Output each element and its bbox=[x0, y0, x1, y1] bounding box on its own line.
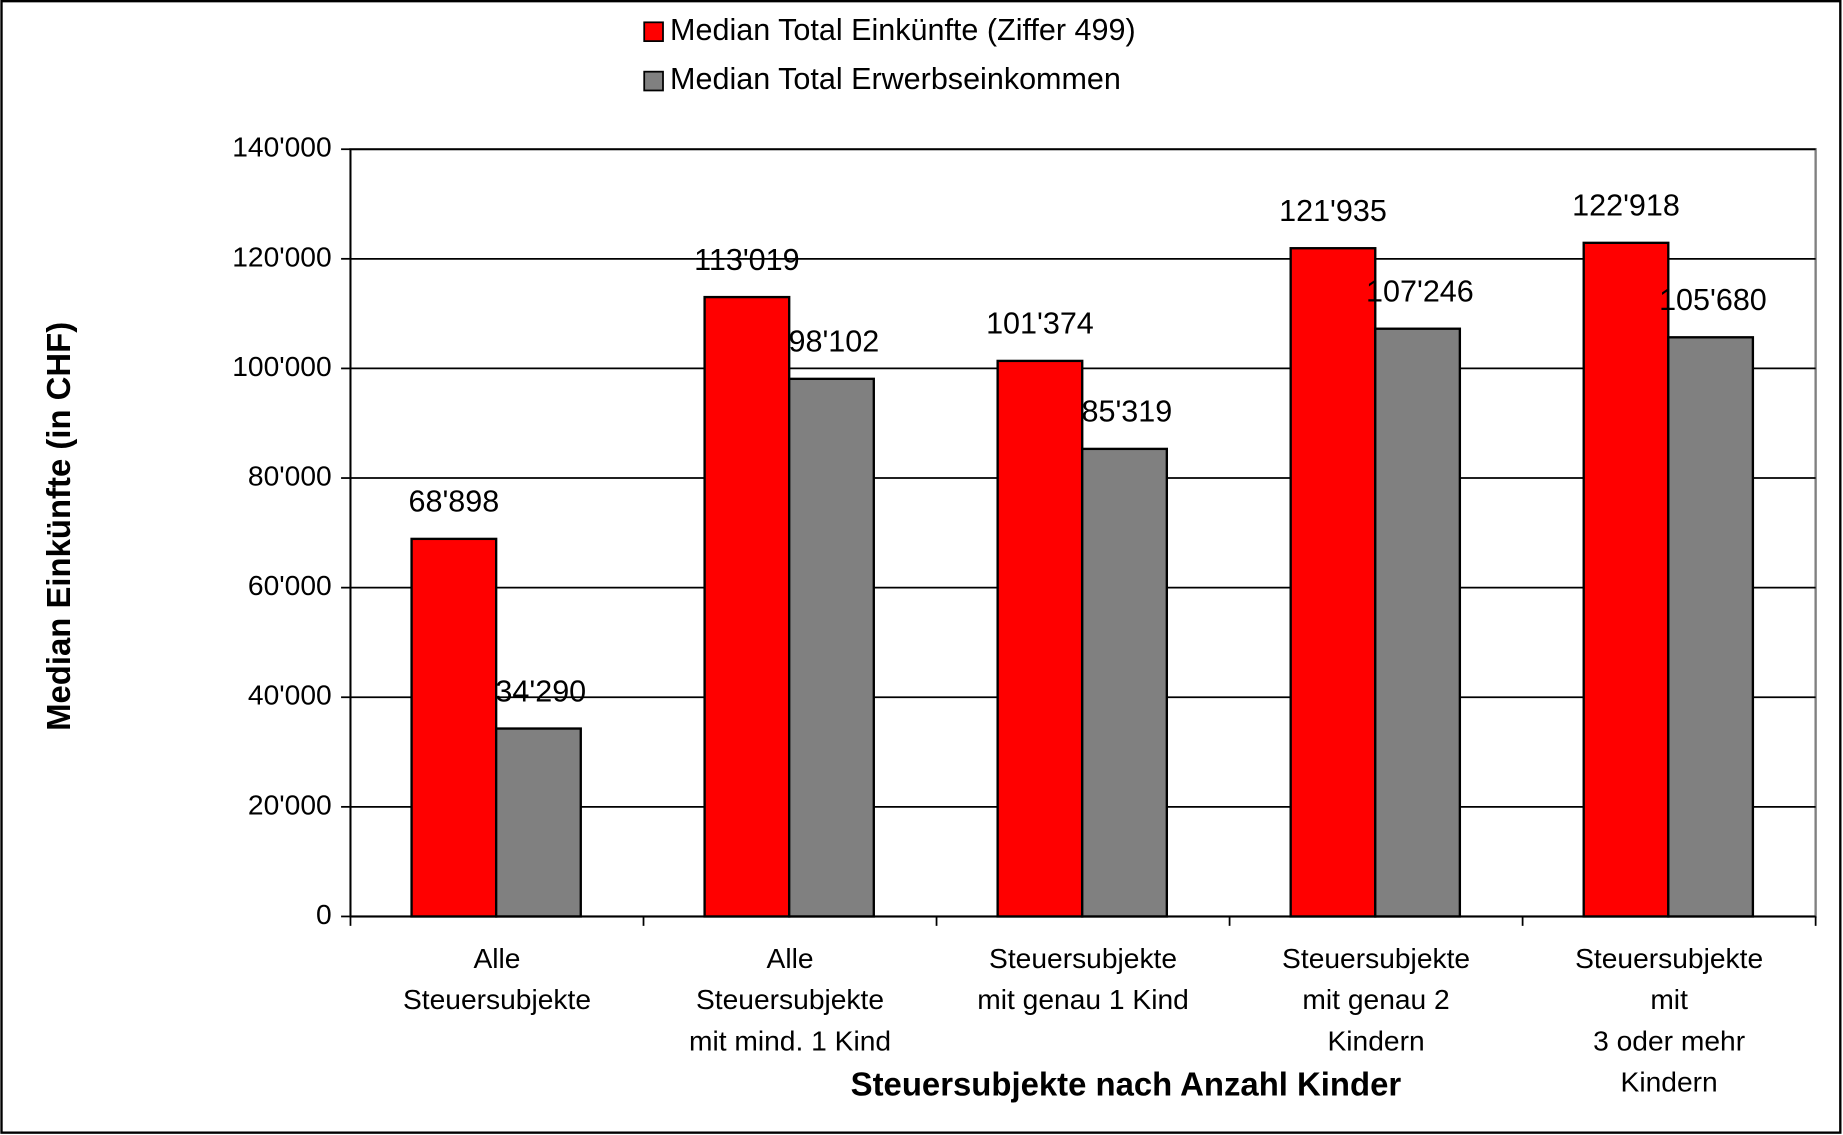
y-tick-label: 120'000 bbox=[232, 240, 331, 272]
bar bbox=[1289, 247, 1377, 918]
y-tick-label: 100'000 bbox=[232, 350, 331, 382]
x-tick-label: Steuersubjekte mit 3 oder mehr Kindern bbox=[1575, 943, 1763, 1098]
y-tick-label: 20'000 bbox=[248, 788, 332, 820]
bar bbox=[703, 295, 791, 918]
x-axis-title: Steuersubjekte nach Anzahl Kinder bbox=[851, 1066, 1402, 1103]
data-label: 68'898 bbox=[409, 485, 500, 519]
bar bbox=[1582, 241, 1670, 918]
legend-label: Median Total Einkünfte (Ziffer 499) bbox=[670, 13, 1136, 47]
data-label: 105'680 bbox=[1659, 283, 1767, 317]
legend-label: Median Total Erwerbseinkommen bbox=[670, 62, 1121, 96]
data-label: 98'102 bbox=[788, 325, 879, 359]
y-tick-label: 60'000 bbox=[248, 569, 332, 601]
bar bbox=[1667, 336, 1755, 918]
x-tick-label: Alle Steuersubjekte mit mind. 1 Kind bbox=[689, 943, 891, 1057]
x-tick-label: Steuersubjekte mit genau 1 Kind bbox=[977, 943, 1189, 1016]
data-label: 34'290 bbox=[495, 674, 586, 708]
data-label: 107'246 bbox=[1366, 275, 1474, 309]
data-label: 121'935 bbox=[1279, 194, 1387, 228]
data-label: 101'374 bbox=[986, 307, 1094, 341]
y-tick-label: 140'000 bbox=[232, 131, 331, 163]
y-tick-label: 40'000 bbox=[248, 679, 332, 711]
data-label: 85'319 bbox=[1082, 395, 1173, 429]
bar bbox=[410, 537, 498, 918]
bar bbox=[494, 727, 582, 918]
bar bbox=[788, 377, 875, 918]
legend-swatch bbox=[643, 21, 664, 43]
x-tick-label: Steuersubjekte mit genau 2 Kindern bbox=[1282, 943, 1470, 1057]
y-tick-label: 80'000 bbox=[248, 459, 332, 491]
legend-swatch bbox=[643, 70, 664, 92]
data-label: 113'019 bbox=[694, 243, 799, 277]
y-tick-label: 0 bbox=[316, 898, 332, 930]
bar bbox=[1374, 327, 1462, 918]
bar bbox=[996, 359, 1084, 918]
bar bbox=[1081, 447, 1169, 918]
y-axis-title: Median Einkünfte (in CHF) bbox=[40, 322, 77, 731]
data-label: 122'918 bbox=[1572, 189, 1680, 223]
x-tick-label: Alle Steuersubjekte bbox=[403, 943, 591, 1016]
